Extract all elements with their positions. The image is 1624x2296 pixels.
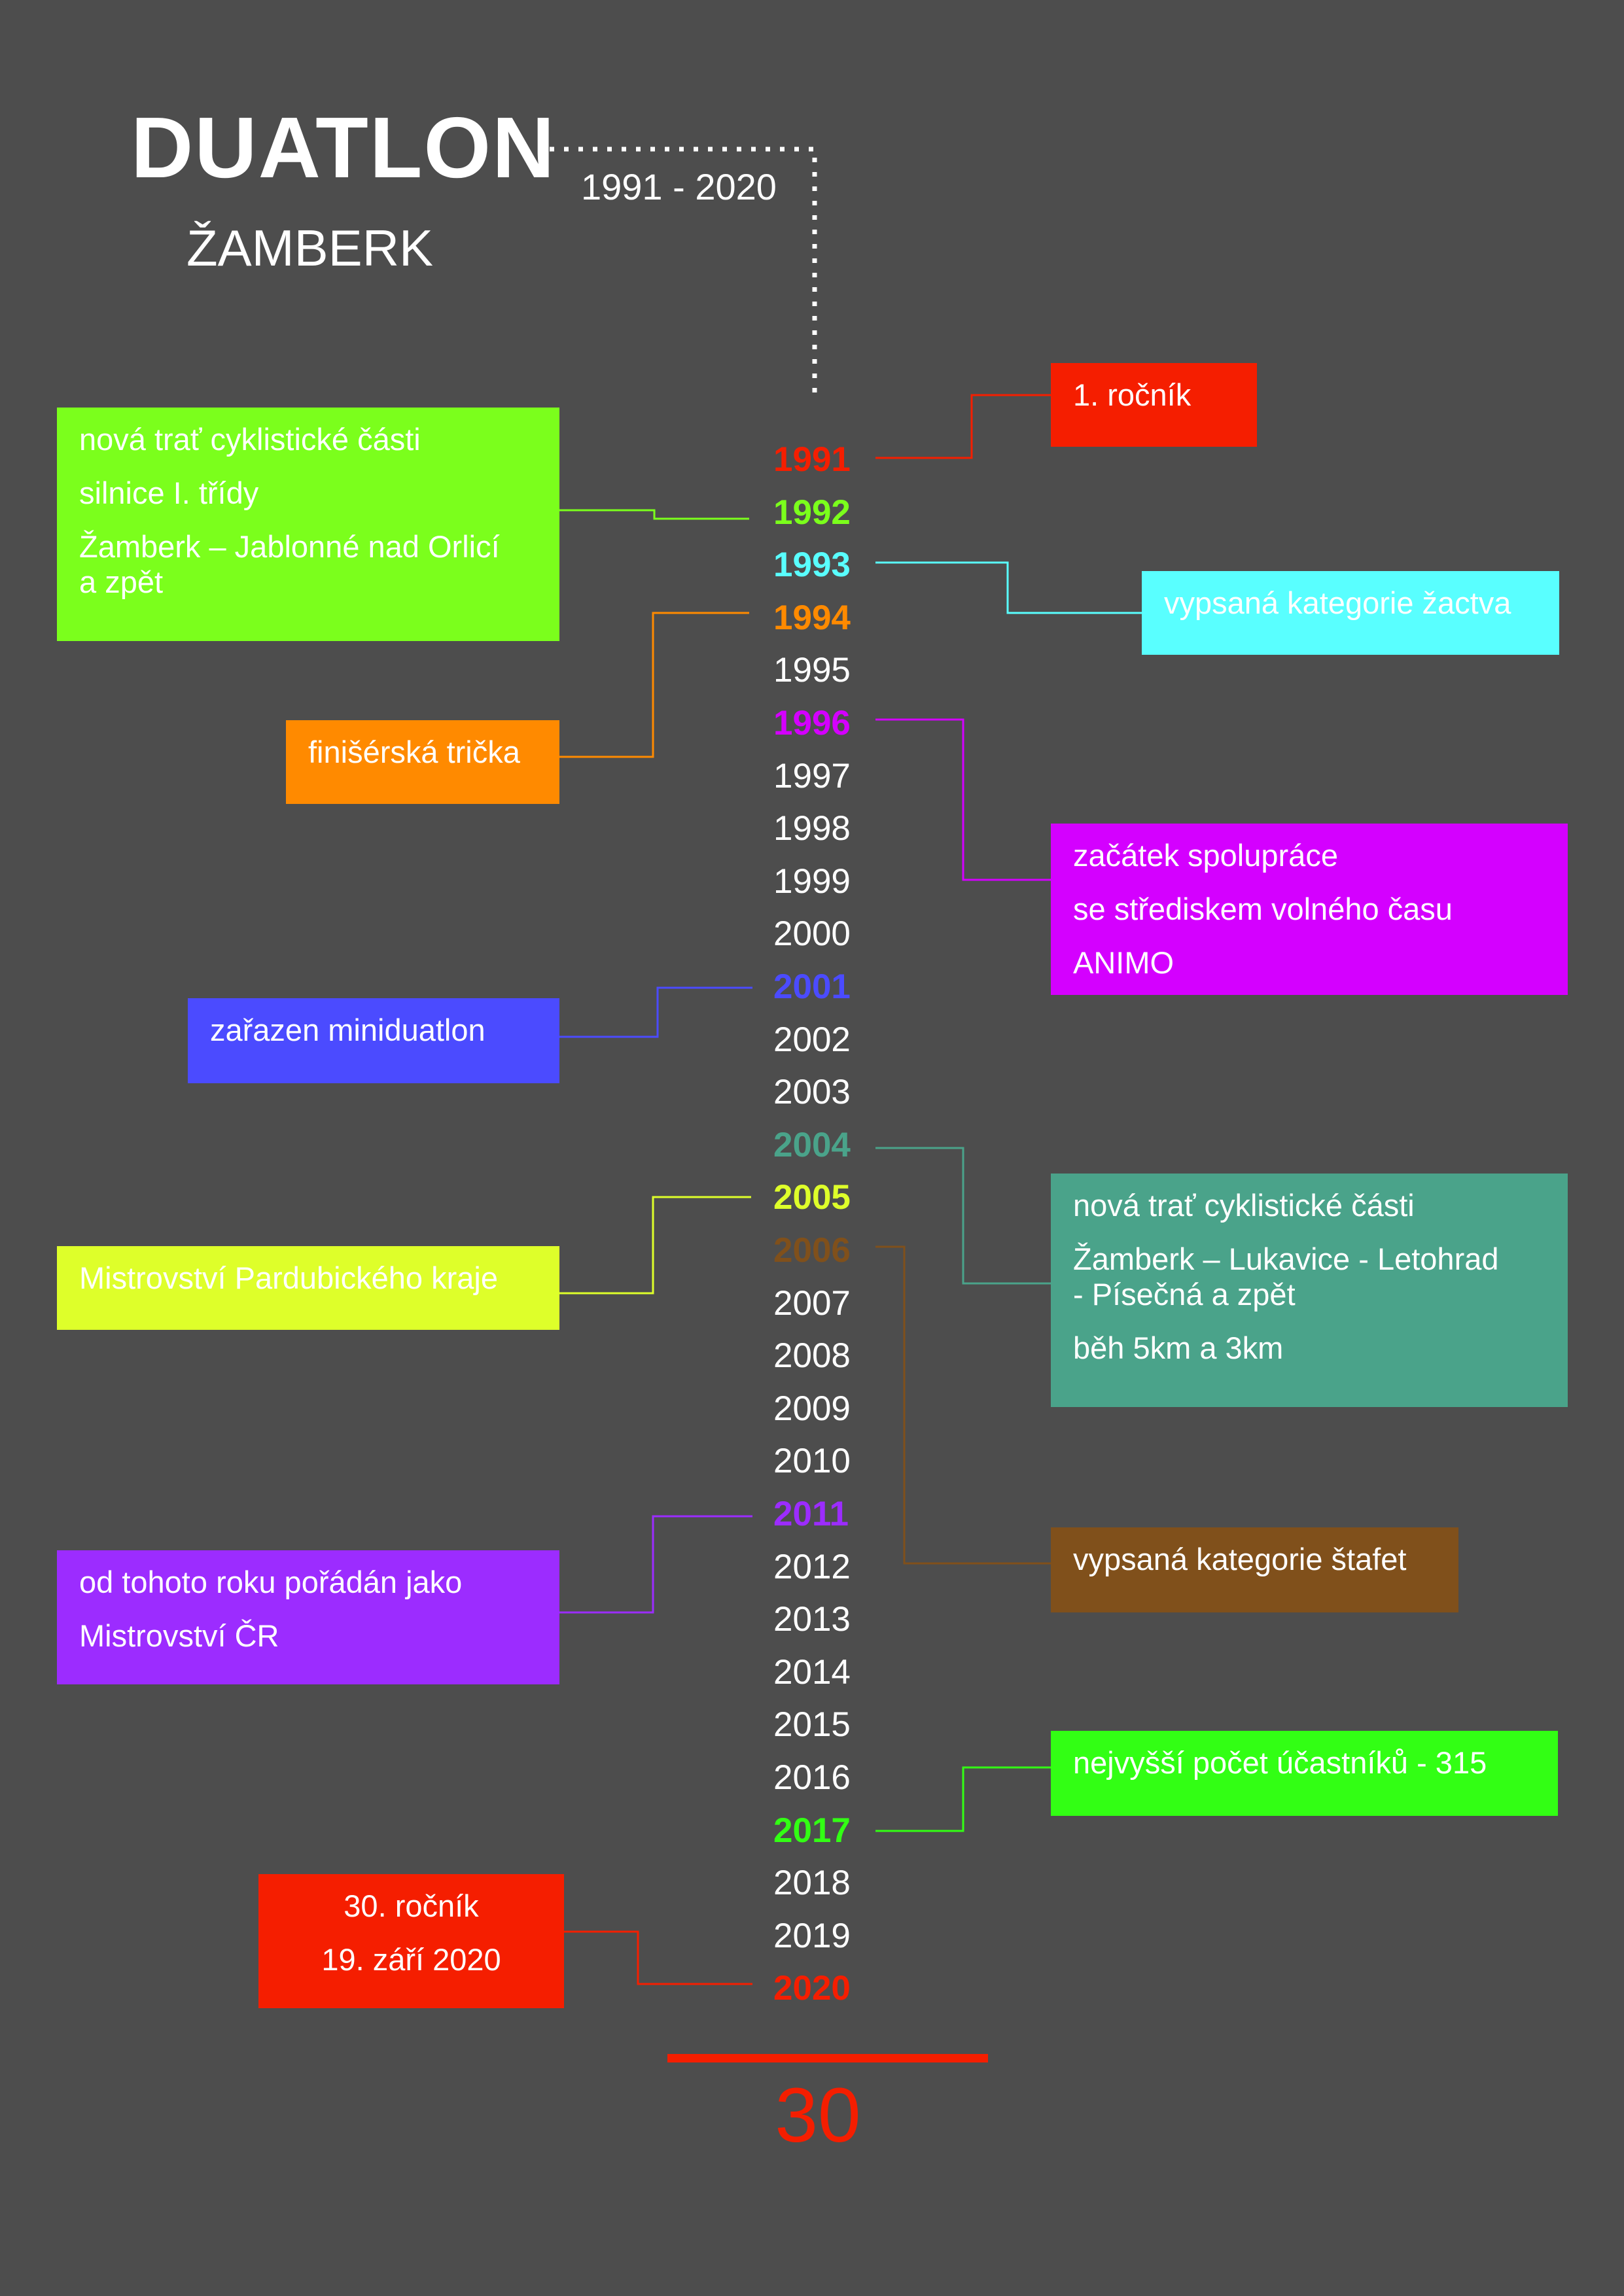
year-2005: 2005	[773, 1178, 851, 1217]
year-1991: 1991	[773, 440, 851, 479]
year-2020: 2020	[773, 1969, 851, 2008]
year-2012: 2012	[773, 1548, 851, 1586]
note-line: Mistrovství ČR	[79, 1618, 279, 1654]
year-2013: 2013	[773, 1600, 851, 1639]
year-1996: 1996	[773, 704, 851, 742]
note-line: vypsaná kategorie štafet	[1073, 1542, 1407, 1576]
note-line: od tohoto roku pořádán jako	[79, 1565, 463, 1599]
note-line: vypsaná kategorie žactva	[1164, 585, 1511, 620]
note-1996: začátek spolupráce se střediskem volného…	[1051, 824, 1568, 995]
note-line: se střediskem volného času	[1073, 892, 1453, 927]
note-line: běh 5km a 3km	[1073, 1331, 1284, 1366]
year-2011: 2011	[773, 1495, 849, 1533]
note-line: nová trať cyklistické části	[79, 422, 421, 457]
note-2020: 30. ročník 19. září 2020	[258, 1874, 564, 2008]
connector-1991	[875, 394, 1051, 459]
year-2009: 2009	[773, 1389, 851, 1428]
year-2008: 2008	[773, 1336, 851, 1375]
year-2003: 2003	[773, 1073, 851, 1111]
connector-2020	[564, 1930, 752, 1985]
year-2010: 2010	[773, 1442, 851, 1480]
year-2006: 2006	[773, 1231, 851, 1270]
note-line: 1. ročník	[1073, 377, 1192, 412]
note-line: - Písečná a zpět	[1073, 1277, 1296, 1312]
note-1991: 1. ročník	[1051, 363, 1257, 447]
year-2007: 2007	[773, 1284, 851, 1323]
year-2001: 2001	[773, 967, 851, 1006]
note-2006: vypsaná kategorie štafet	[1051, 1527, 1458, 1612]
note-line: Mistrovství Pardubického kraje	[79, 1261, 498, 1295]
year-1998: 1998	[773, 809, 851, 848]
total-count: 30	[775, 2072, 861, 2159]
connector-2004	[875, 1147, 1051, 1285]
note-line: začátek spolupráce	[1073, 838, 1338, 873]
year-2018: 2018	[773, 1864, 851, 1902]
year-2016: 2016	[773, 1758, 851, 1797]
note-line: a zpět	[79, 565, 164, 600]
total-divider	[667, 2054, 988, 2062]
connector-1992	[559, 509, 749, 520]
note-2011: od tohoto roku pořádán jako Mistrovství …	[57, 1550, 559, 1684]
year-2002: 2002	[773, 1020, 851, 1059]
note-2004: nová trať cyklistické části Žamberk – Lu…	[1051, 1174, 1568, 1407]
note-line: silnice I. třídy	[79, 476, 259, 511]
note-1993: vypsaná kategorie žactva	[1142, 571, 1559, 655]
note-line: nová trať cyklistické části	[1073, 1188, 1415, 1223]
note-line: zařazen miniduatlon	[210, 1013, 485, 1047]
note-1992: nová trať cyklistické části silnice I. t…	[57, 408, 559, 641]
connector-2017	[875, 1766, 1051, 1832]
note-2001: zařazen miniduatlon	[188, 998, 559, 1083]
note-line: nejvyšší počet účastníků - 315	[1073, 1745, 1487, 1780]
connector-2011	[559, 1515, 752, 1614]
connector-1994	[558, 612, 749, 758]
note-2017: nejvyšší počet účastníků - 315	[1051, 1731, 1558, 1816]
year-2014: 2014	[773, 1653, 851, 1692]
connector-1993	[875, 561, 1142, 614]
page-title: DUATLON	[131, 99, 556, 196]
note-2005: Mistrovství Pardubického kraje	[57, 1246, 559, 1330]
year-2019: 2019	[773, 1917, 851, 1955]
note-line: Žamberk – Lukavice - Letohrad	[1073, 1242, 1499, 1277]
connector-1996	[875, 718, 1051, 881]
connector-2005	[559, 1196, 751, 1295]
year-2004: 2004	[773, 1126, 851, 1164]
year-1995: 1995	[773, 651, 851, 689]
year-2000: 2000	[773, 914, 851, 953]
year-1993: 1993	[773, 546, 851, 584]
year-2017: 2017	[773, 1811, 851, 1850]
connector-2006	[875, 1245, 1051, 1565]
year-2015: 2015	[773, 1705, 851, 1744]
year-1999: 1999	[773, 862, 851, 901]
year-1994: 1994	[773, 599, 851, 637]
note-line: 19. září 2020	[321, 1942, 501, 1977]
title-dotted-connector	[550, 147, 817, 400]
note-1994: finišérská trička	[286, 720, 559, 804]
note-line: 30. ročník	[344, 1888, 479, 1923]
note-line: finišérská trička	[308, 735, 520, 769]
note-line: Žamberk – Jablonné nad Orlicí	[79, 529, 500, 565]
year-range: 1991 - 2020	[581, 166, 777, 207]
connector-2001	[559, 986, 752, 1038]
page-subtitle: ŽAMBERK	[186, 219, 434, 277]
year-1997: 1997	[773, 757, 851, 795]
year-1992: 1992	[773, 493, 851, 532]
note-line: ANIMO	[1073, 945, 1174, 981]
